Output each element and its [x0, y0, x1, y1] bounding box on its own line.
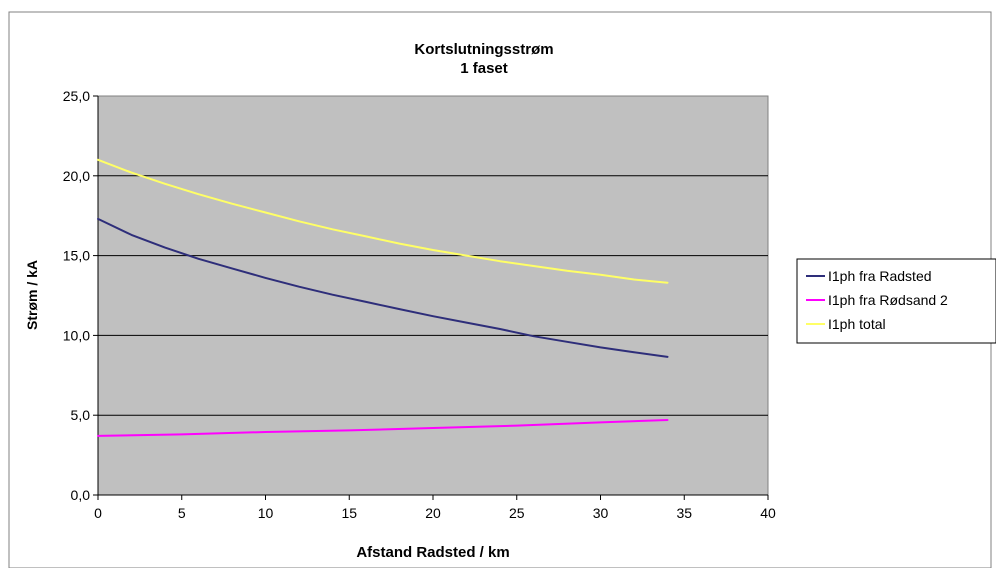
x-tick-label: 20 [425, 505, 441, 521]
series-line-3 [97, 158, 669, 284]
x-tick-label: 35 [676, 505, 692, 521]
y-tick-label: 5,0 [71, 407, 91, 423]
x-tick-label: 15 [341, 505, 357, 521]
x-tick-label: 0 [94, 505, 102, 521]
x-axis-label: Afstand Radsted / km [356, 544, 509, 561]
y-axis-label: Strøm / kA [24, 260, 40, 330]
x-tick-label: 25 [509, 505, 525, 521]
x-tick-label: 5 [178, 505, 186, 521]
y-tick-label: 20,0 [63, 168, 90, 184]
y-tick-label: 10,0 [63, 327, 90, 343]
x-tick-label: 30 [593, 505, 609, 521]
series-line-2 [97, 419, 669, 437]
chart-subtitle: 1 faset [460, 60, 508, 77]
legend-box [796, 258, 996, 344]
series-line-1 [97, 217, 669, 358]
gridlines [98, 175, 768, 416]
x-tick-label: 10 [258, 505, 274, 521]
axes: 0,0 5,0 10,0 15,0 20,0 25,0 0 5 10 15 20 25 30 35 40 [63, 88, 776, 521]
legend-label-3: I1ph total [828, 316, 886, 332]
plot-area [97, 95, 769, 496]
y-tick-label: 15,0 [63, 248, 90, 264]
legend-label-2: I1ph fra Rødsand 2 [828, 292, 948, 308]
legend: I1ph fra Radsted I1ph fra Rødsand 2 I1ph t… [796, 258, 996, 344]
series-lines [97, 158, 669, 437]
x-tick-label: 40 [760, 505, 776, 521]
legend-label-1: I1ph fra Radsted [828, 268, 932, 284]
chart-title: Kortslutningsstrøm [414, 41, 553, 58]
y-tick-label: 0,0 [71, 487, 91, 503]
y-tick-label: 25,0 [63, 88, 90, 104]
